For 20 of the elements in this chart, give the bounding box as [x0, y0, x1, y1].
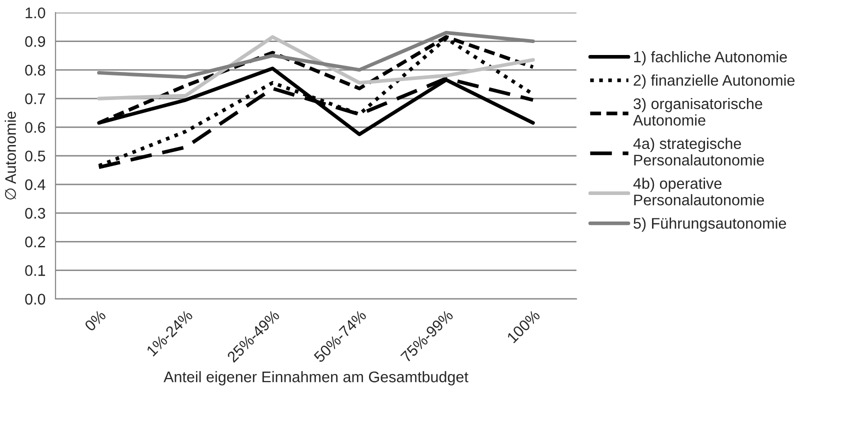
legend-label: 2) finanzielle Autonomie: [634, 74, 795, 89]
y-tick-label: 0.0: [25, 294, 46, 305]
y-tick-label: 0.7: [25, 93, 46, 104]
x-tick-label: 0%: [84, 309, 106, 332]
y-tick-label: 0.5: [25, 150, 46, 162]
legend-label: 4a) strategische Personalautonomie: [633, 138, 764, 166]
legend-label: 3) organisatorische Autonomie: [633, 98, 762, 126]
y-tick-label: 0.6: [25, 122, 46, 133]
x-axis-title: Anteil eigener Einnahmen am Gesamtbudget: [164, 371, 468, 386]
y-tick-label: 0.8: [25, 64, 46, 76]
y-tick-label: 0.4: [25, 179, 46, 190]
y-axis-title: ∅ Autonomie: [4, 112, 16, 200]
y-tick-label: 0.1: [25, 265, 46, 276]
legend-label: 4b) operative Personalautonomie: [633, 178, 764, 206]
y-tick-label: 0.2: [25, 236, 46, 248]
y-tick-label: 1.0: [26, 8, 46, 18]
legend-label: 5) Führungsautonomie: [634, 218, 786, 232]
legend-label: 1) fachliche Autonomie: [634, 51, 787, 66]
y-tick-label: 0.3: [25, 208, 46, 219]
y-tick-label: 0.9: [25, 36, 46, 47]
